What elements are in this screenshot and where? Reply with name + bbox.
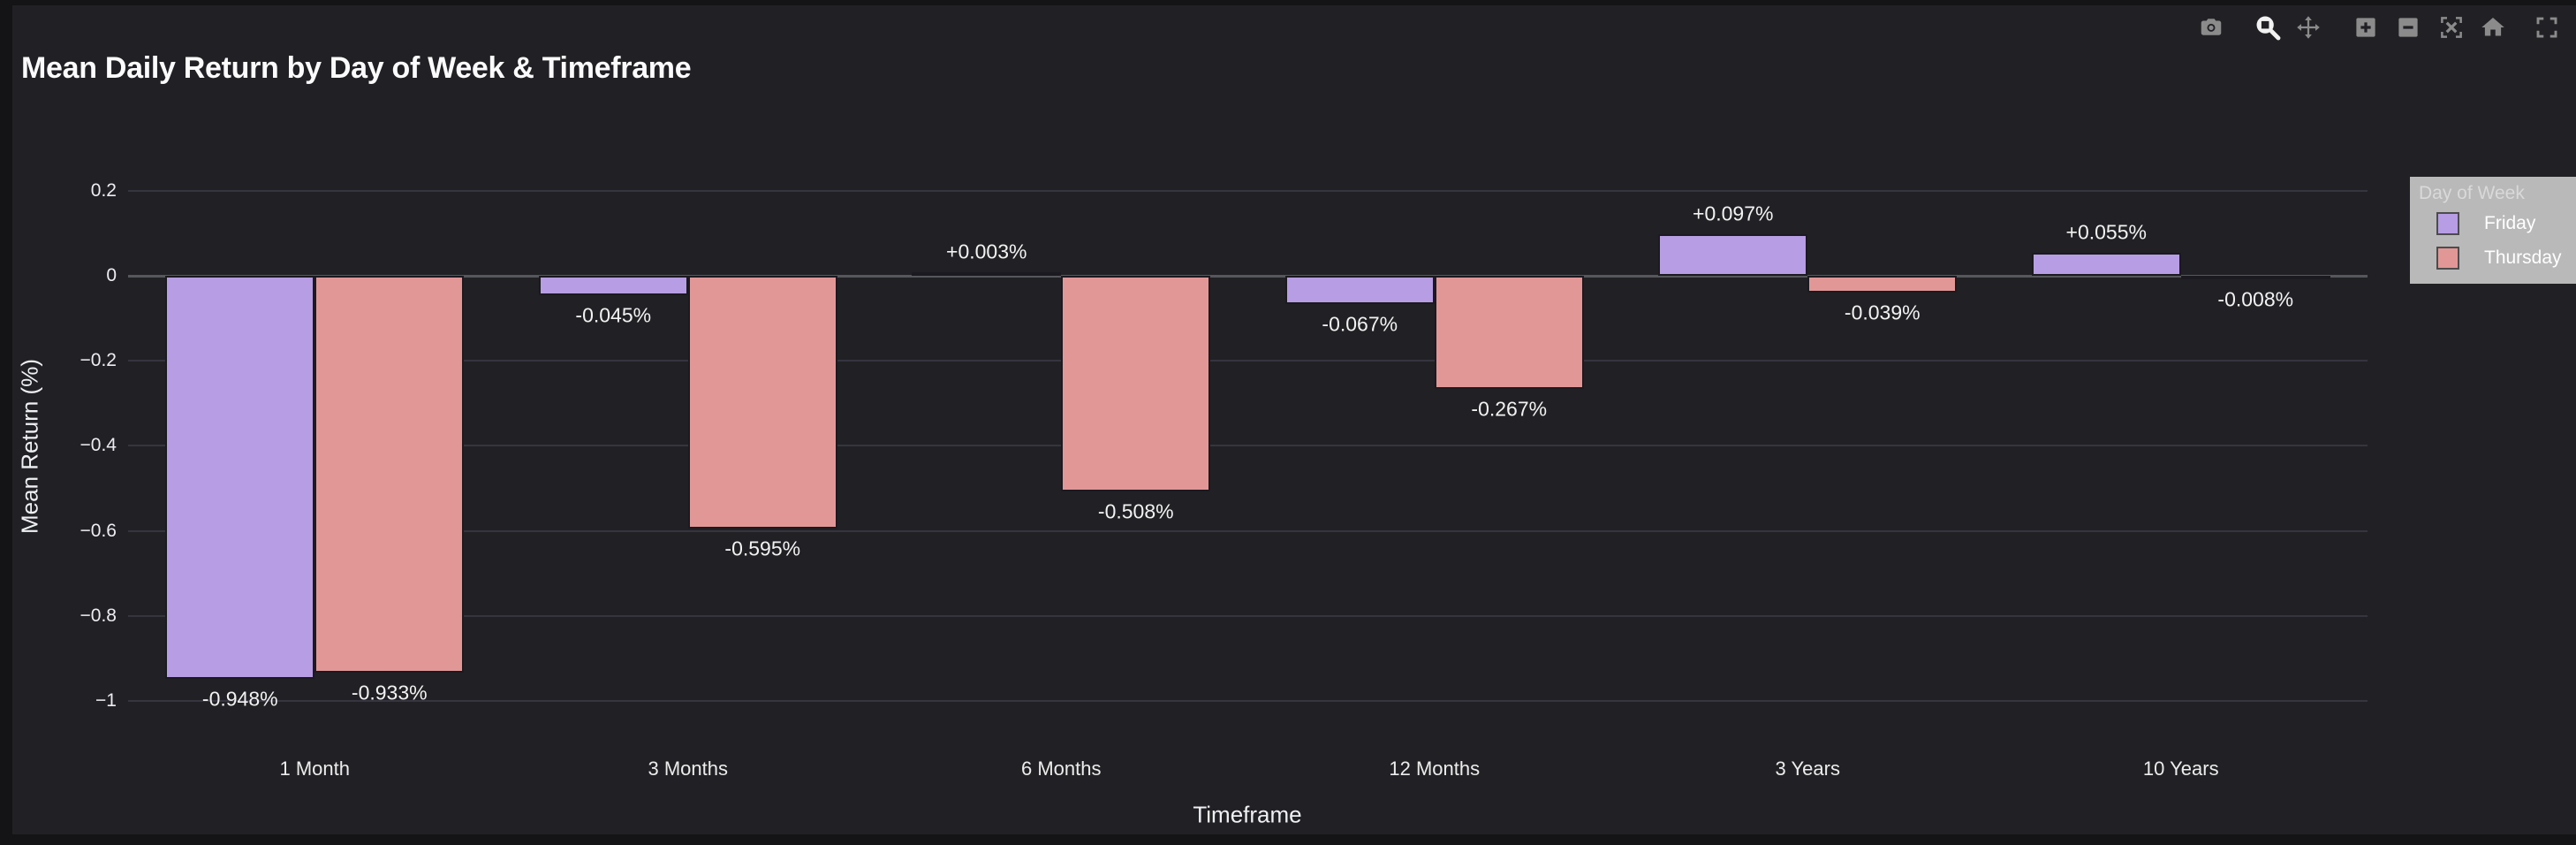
autoscale-button[interactable]	[2436, 12, 2466, 42]
y-tick-label: 0.2	[90, 179, 117, 201]
legend-title: Day of Week	[2419, 183, 2525, 203]
reset-home-button[interactable]	[2478, 12, 2508, 42]
y-tick-label: −0.6	[80, 520, 117, 541]
legend-item-thursday[interactable]: Thursday	[2410, 240, 2576, 275]
zoom-out-button[interactable]	[2393, 12, 2423, 42]
bar-thursday-10-years[interactable]	[2180, 276, 2330, 279]
zoom-icon	[2253, 12, 2283, 42]
legend: Day of Week Friday Thursday	[2410, 177, 2576, 284]
bar-friday-3-years[interactable]	[1658, 234, 1808, 276]
bar-friday-6-months[interactable]	[912, 272, 1062, 276]
bar-value-label: -0.008%	[2217, 287, 2294, 311]
bar-friday-10-years[interactable]	[2031, 252, 2181, 276]
camera-icon	[2198, 14, 2224, 41]
gridline	[128, 614, 2368, 617]
bar-value-label: -0.267%	[1471, 397, 1548, 421]
bar-value-label: +0.097%	[1693, 202, 1774, 225]
camera-button[interactable]	[2196, 12, 2226, 42]
autoscale-icon	[2438, 14, 2465, 41]
gridline	[128, 529, 2368, 532]
bar-value-label: -0.595%	[724, 537, 801, 560]
x-tick-label-12-months: 12 Months	[1389, 757, 1481, 780]
legend-swatch-thursday	[2436, 246, 2459, 270]
home-icon	[2480, 14, 2506, 41]
bar-thursday-3-months[interactable]	[687, 276, 837, 529]
y-tick-label: −0.4	[80, 435, 117, 456]
x-tick-label-1-month: 1 Month	[279, 757, 351, 780]
legend-item-label: Friday	[2484, 212, 2536, 233]
pan-icon	[2295, 14, 2322, 41]
bar-value-label: -0.948%	[201, 687, 278, 711]
bar-friday-3-months[interactable]	[538, 276, 688, 295]
x-tick-label-10-years: 10 Years	[2142, 757, 2219, 780]
gridline	[128, 360, 2368, 362]
bar-thursday-12-months[interactable]	[1434, 276, 1584, 390]
bar-value-label: -0.039%	[1844, 301, 1921, 324]
legend-item-label: Thursday	[2484, 247, 2562, 268]
y-tick-label: −0.2	[80, 350, 117, 371]
legend-items: Friday Thursday	[2410, 206, 2576, 275]
bar-value-label: -0.508%	[1097, 499, 1174, 523]
zoom-in-icon	[2352, 14, 2379, 41]
bar-value-label: +0.003%	[946, 240, 1027, 263]
zoom-button[interactable]	[2253, 12, 2283, 42]
bar-friday-12-months[interactable]	[1284, 276, 1435, 305]
y-tick-label: 0	[106, 265, 117, 285]
y-tick-label: −1	[95, 690, 117, 711]
bar-value-label: +0.055%	[2065, 220, 2147, 244]
gridline	[128, 445, 2368, 447]
chart-title: Mean Daily Return by Day of Week & Timef…	[21, 51, 692, 85]
fullscreen-button[interactable]	[2532, 12, 2562, 42]
bar-value-label: -0.045%	[575, 303, 652, 327]
y-tick-label: −0.8	[80, 605, 117, 626]
x-tick-label-3-months: 3 Months	[648, 757, 729, 780]
gridline	[128, 700, 2368, 702]
bar-thursday-6-months[interactable]	[1061, 276, 1211, 492]
bar-value-label: -0.933%	[351, 681, 428, 704]
x-tick-label-3-years: 3 Years	[1775, 757, 1840, 780]
bar-friday-1-month[interactable]	[165, 276, 315, 679]
x-axis-title: Timeframe	[1193, 801, 1302, 828]
zero-line	[128, 274, 2368, 278]
gridline	[128, 189, 2368, 192]
zoom-out-icon	[2395, 14, 2421, 41]
bar-thursday-3-years[interactable]	[1807, 276, 1958, 293]
y-axis-title: Mean Return (%)	[16, 359, 43, 534]
legend-item-friday[interactable]: Friday	[2410, 206, 2576, 240]
zoom-in-button[interactable]	[2351, 12, 2381, 42]
fullscreen-icon	[2534, 14, 2560, 41]
legend-swatch-friday	[2436, 211, 2459, 235]
bar-thursday-1-month[interactable]	[314, 276, 465, 673]
x-tick-label-6-months: 6 Months	[1021, 757, 1102, 780]
bar-value-label: -0.067%	[1322, 312, 1398, 336]
pan-button[interactable]	[2293, 12, 2323, 42]
